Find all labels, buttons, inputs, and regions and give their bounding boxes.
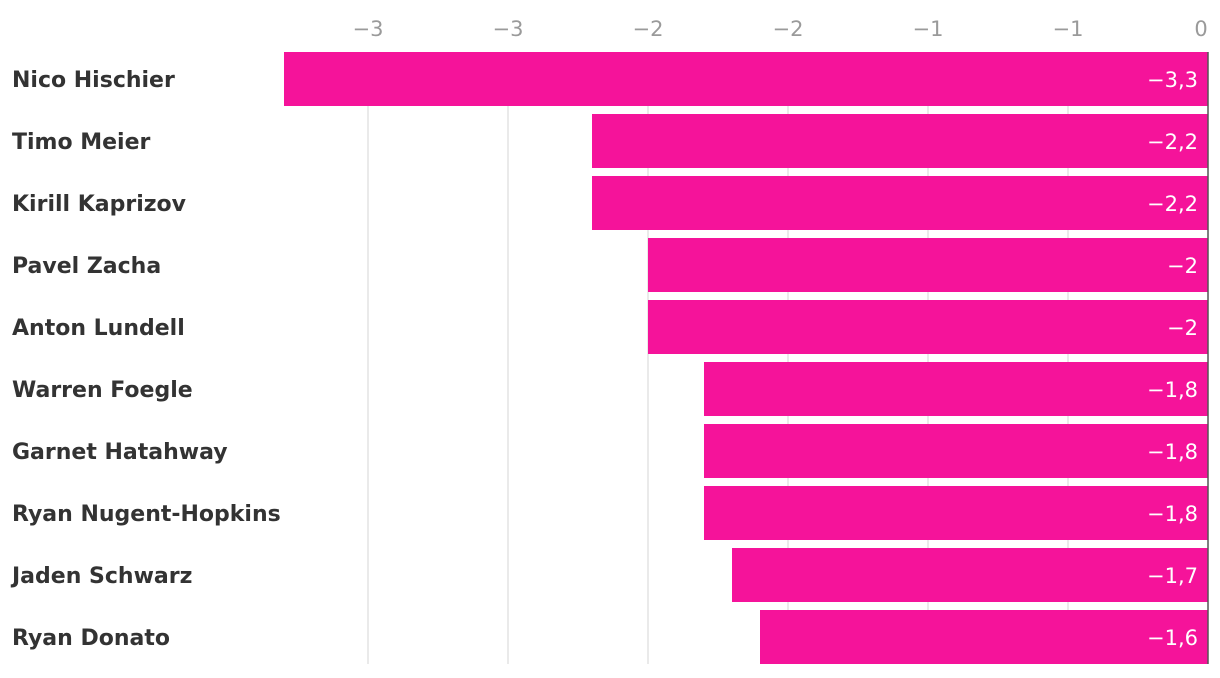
- bar: [648, 300, 1208, 354]
- bars-layer: [284, 52, 1208, 664]
- bar: [760, 610, 1208, 664]
- bar: [648, 238, 1208, 292]
- value-label: −1,7: [1147, 564, 1198, 588]
- x-tick-label: −1: [1053, 17, 1084, 41]
- x-tick-label: −2: [633, 17, 664, 41]
- value-label: −1,8: [1147, 502, 1198, 526]
- category-label: Ryan Donato: [12, 626, 170, 651]
- bar: [284, 52, 1208, 106]
- category-label: Garnet Hatahway: [12, 440, 228, 465]
- value-label: −2,2: [1147, 130, 1198, 154]
- bar: [732, 548, 1208, 602]
- bar: [592, 114, 1208, 168]
- category-label: Ryan Nugent-Hopkins: [12, 502, 281, 527]
- category-label: Kirill Kaprizov: [12, 192, 187, 217]
- bar: [592, 176, 1208, 230]
- bar: [704, 486, 1208, 540]
- value-label: −1,8: [1147, 378, 1198, 402]
- x-tick-label: −3: [493, 17, 524, 41]
- value-label: −2,2: [1147, 192, 1198, 216]
- value-labels-layer: −3,3 −2,2 −2,2 −2 −2 −1,8 −1,8 −1,8 −1,7 −1,6: [1147, 68, 1198, 650]
- value-label: −2: [1167, 316, 1198, 340]
- category-label: Warren Foegle: [12, 378, 193, 403]
- category-label: Jaden Schwarz: [10, 564, 192, 589]
- x-tick-label: 0: [1194, 17, 1207, 41]
- category-label: Pavel Zacha: [12, 254, 161, 279]
- value-label: −3,3: [1147, 68, 1198, 92]
- x-tick-label: −1: [913, 17, 944, 41]
- x-axis: −3 −3 −2 −2 −1 −1 0: [353, 17, 1208, 41]
- category-label: Timo Meier: [12, 130, 151, 155]
- bar: [704, 424, 1208, 478]
- category-label: Nico Hischier: [12, 68, 175, 93]
- value-label: −1,8: [1147, 440, 1198, 464]
- value-label: −1,6: [1147, 626, 1198, 650]
- x-tick-label: −2: [773, 17, 804, 41]
- category-label: Anton Lundell: [12, 316, 185, 341]
- category-axis: Nico Hischier Timo Meier Kirill Kaprizov Pa…: [10, 68, 281, 651]
- bar: [704, 362, 1208, 416]
- x-tick-label: −3: [353, 17, 384, 41]
- value-label: −2: [1167, 254, 1198, 278]
